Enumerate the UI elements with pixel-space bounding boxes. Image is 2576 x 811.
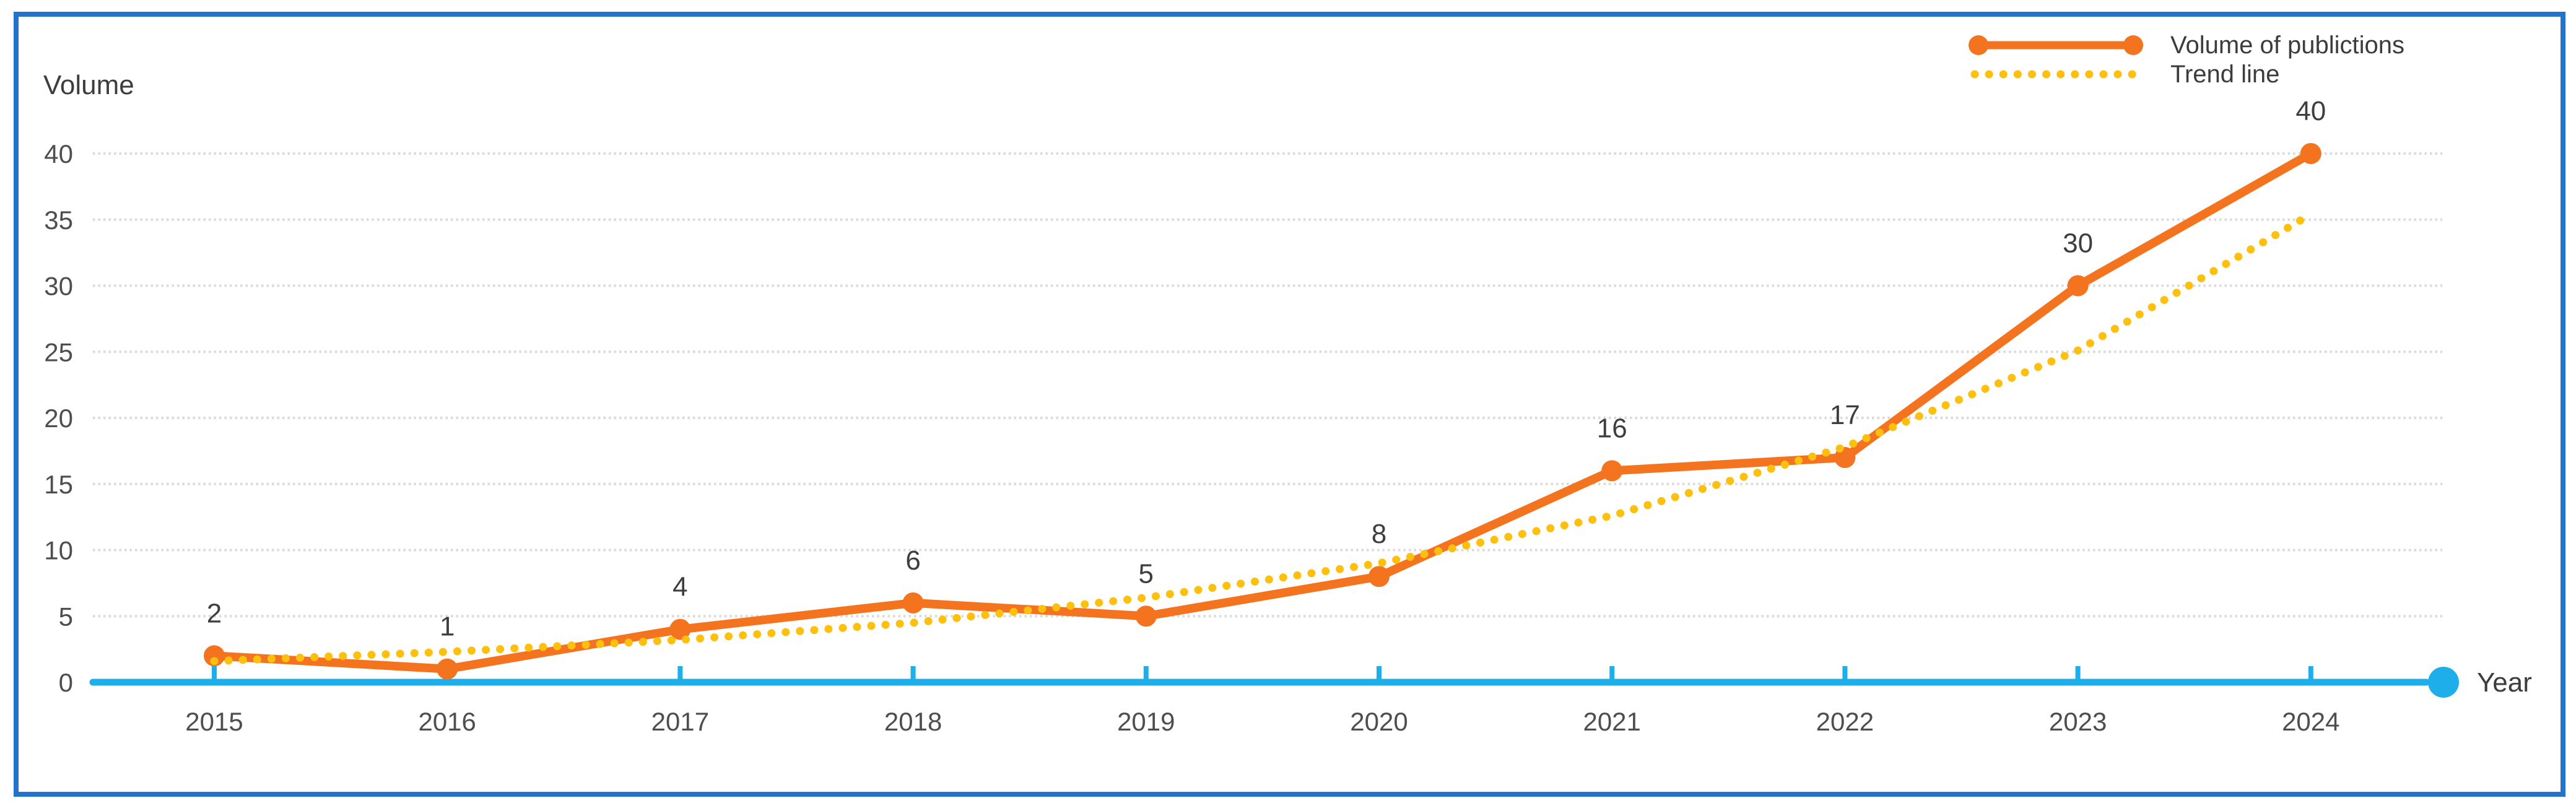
data-point-2017: [669, 618, 691, 640]
x-axis-end-dot: [2428, 667, 2459, 698]
legend-label-volume: Volume of publictions: [2170, 31, 2405, 59]
y-tick-label-5: 5: [59, 602, 73, 631]
legend-item-volume: Volume of publictions: [1966, 30, 2404, 59]
data-label-2017: 4: [672, 572, 687, 602]
data-label-2018: 6: [905, 545, 920, 576]
y-tick-label-35: 35: [44, 206, 73, 235]
data-point-2024: [2300, 143, 2321, 164]
legend-marker-trend-line-icon: [1970, 70, 2141, 79]
data-point-2016: [437, 658, 458, 680]
y-tick-label-15: 15: [44, 470, 73, 499]
x-tick-label-2021: 2021: [1583, 707, 1640, 736]
data-label-2019: 5: [1139, 558, 1154, 589]
data-label-2020: 8: [1372, 519, 1386, 549]
y-tick-label-25: 25: [44, 337, 73, 366]
data-point-2020: [1368, 566, 1390, 588]
data-label-2024: 40: [2295, 96, 2326, 126]
data-label-2016: 1: [440, 612, 455, 642]
x-tick-label-2018: 2018: [884, 707, 942, 736]
legend-item-trend: Trend line: [1966, 59, 2404, 89]
x-tick-label-2020: 2020: [1350, 707, 1408, 736]
x-tick-label-2016: 2016: [418, 707, 476, 736]
x-tick-label-2023: 2023: [2049, 707, 2107, 736]
x-tick-label-2015: 2015: [185, 707, 243, 736]
y-tick-label-30: 30: [44, 272, 73, 301]
data-point-2018: [902, 592, 924, 614]
y-tick-label-20: 20: [44, 404, 73, 433]
data-point-2023: [2067, 275, 2089, 297]
y-tick-label-40: 40: [44, 139, 73, 168]
y-tick-label-10: 10: [44, 536, 73, 565]
data-point-2021: [1601, 460, 1623, 482]
y-axis-title: Volume: [43, 70, 134, 100]
data-label-2022: 17: [1830, 400, 1860, 430]
x-tick-label-2017: 2017: [651, 707, 709, 736]
x-tick-label-2022: 2022: [1816, 707, 1874, 736]
y-tick-label-0: 0: [59, 668, 73, 697]
x-axis-title: Year: [2477, 667, 2532, 698]
legend-label-trend: Trend line: [2170, 60, 2280, 88]
data-label-2015: 2: [207, 598, 222, 628]
data-label-2023: 30: [2063, 228, 2093, 259]
data-point-2015: [204, 645, 225, 667]
legend-marker-volume-line-icon: [1969, 35, 2143, 55]
data-label-2021: 16: [1597, 413, 1627, 443]
legend: Volume of publictions Trend line: [1966, 30, 2404, 89]
volume-series-line: [210, 149, 2315, 674]
trend-line-series: [210, 210, 2315, 666]
x-tick-label-2019: 2019: [1117, 707, 1175, 736]
data-point-2019: [1135, 605, 1157, 627]
x-tick-label-2024: 2024: [2282, 707, 2339, 736]
